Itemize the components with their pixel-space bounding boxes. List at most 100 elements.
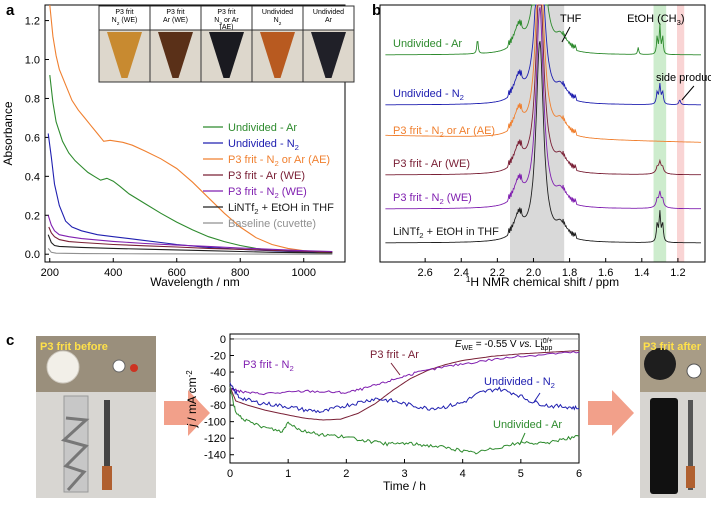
x-tick-label: 1.8 <box>562 267 577 279</box>
annotation-etoh: EtOH (CH3) <box>627 13 684 27</box>
photo-after: P3 frit after <box>640 336 706 498</box>
x-axis-label: Time / h <box>383 479 426 493</box>
y-tick-label: -120 <box>204 433 226 445</box>
annotation-side-product: side product <box>656 72 711 84</box>
vial-caption: (AE) <box>220 24 234 31</box>
vial-caption: N2 or Ar <box>214 17 239 27</box>
x-tick-label: 1 <box>285 468 291 480</box>
x-tick-label: 1.6 <box>598 267 613 279</box>
annotation-arrow <box>561 26 571 43</box>
y-tick-label: 0.0 <box>25 249 40 261</box>
y-tick-label: -140 <box>204 450 226 462</box>
series-line-4 <box>47 215 333 253</box>
y-tick-label: 0.2 <box>25 210 40 222</box>
shaded-region <box>653 5 667 262</box>
series-label: P3 frit - Ar <box>370 349 419 361</box>
y-tick-label: 1.0 <box>25 55 40 67</box>
legend-label: Undivided - Ar <box>228 122 297 134</box>
y-tick-label: 0 <box>220 334 226 346</box>
x-tick-label: 800 <box>231 267 249 279</box>
x-axis-label: Wavelength / nm <box>150 275 240 289</box>
y-tick-label: -80 <box>210 400 226 412</box>
y-axis-label: Absorbance <box>1 101 15 165</box>
trace-label: Undivided - Ar <box>393 38 462 50</box>
x-tick-label: 2 <box>343 468 349 480</box>
legend-label: P3 frit - Ar (WE) <box>228 170 305 182</box>
x-tick-label: 2.6 <box>417 267 432 279</box>
vial-caption-box <box>251 5 304 31</box>
y-tick-label: 0.4 <box>25 171 40 183</box>
vial-liquid <box>107 32 142 78</box>
series-line-2 <box>49 4 333 253</box>
shaded-region <box>677 5 685 262</box>
vial-liquid <box>260 32 295 78</box>
x-tick-label: 600 <box>168 267 186 279</box>
vial-caption-box <box>200 5 253 31</box>
x-tick-label: 200 <box>41 267 59 279</box>
y-tick-label: -20 <box>210 351 226 363</box>
x-tick-label: 1.2 <box>670 267 685 279</box>
trace-label: LiNTf2 + EtOH in THF <box>393 226 499 240</box>
vial-liquid <box>158 32 193 78</box>
arrow-right-icon <box>588 390 634 436</box>
trace-label: P3 frit - N2 or Ar (AE) <box>393 125 495 139</box>
vial-caption: Ar <box>325 17 333 24</box>
legend-label: P3 frit - N2 (WE) <box>228 186 307 200</box>
vial-caption: N2 (WE) <box>112 17 138 27</box>
arrow-right-icon <box>164 390 210 436</box>
nmr-trace-3 <box>385 4 701 176</box>
label-pointer <box>533 392 541 403</box>
panel-b: 2.6 2.4 2.2 2.0 1.8 1.6 1.4 1.2 1H NMR chemical … <box>379 4 711 289</box>
vial-liquid <box>209 32 244 78</box>
x-tick-label: 2.0 <box>526 267 541 279</box>
x-tick-label: 5 <box>518 468 524 480</box>
x-tick-label: 1000 <box>291 267 315 279</box>
legend-label: LiNTf2 + EtOH in THF <box>228 202 334 216</box>
y-tick-label: 1.2 <box>25 16 40 28</box>
y-axis-label: j / mA cm-2 <box>185 370 199 429</box>
label-pointer <box>519 432 526 445</box>
panel-c-letter: c <box>6 332 14 349</box>
y-tick-label: 0.8 <box>25 93 40 105</box>
series-line-2 <box>229 382 580 414</box>
series-label: P3 frit - N2 <box>243 359 294 373</box>
plot-frame <box>44 4 346 263</box>
vial-caption-box <box>302 5 355 31</box>
panel-a: 200 400 600 800 1000 0.0 0.2 0.4 0.6 0.8 1.0 1.2 Wav… <box>1 4 355 289</box>
y-tick-label: -40 <box>210 367 226 379</box>
x-tick-label: 3 <box>401 468 407 480</box>
series-line-6 <box>47 248 333 255</box>
panel-a-letter: a <box>6 2 15 19</box>
x-tick-label: 6 <box>576 468 582 480</box>
nmr-trace-5 <box>385 41 701 244</box>
vial-caption: N2 <box>274 17 282 27</box>
series-label: Undivided - N2 <box>484 376 555 390</box>
shaded-region <box>510 5 565 262</box>
vial-caption: P3 frit <box>115 9 133 16</box>
x-tick-label: 400 <box>104 267 122 279</box>
legend-label: P3 frit - N2 or Ar (AE) <box>228 154 330 168</box>
y-tick-label: 0.6 <box>25 132 40 144</box>
y-tick-label: -100 <box>204 417 226 429</box>
condition-label: EWE = -0.55 V vs. Li0/+ app <box>455 338 553 352</box>
panel-b-letter: b <box>372 2 381 19</box>
x-tick-label: 4 <box>460 468 466 480</box>
vial-liquid <box>311 32 346 78</box>
panel-c: 0 1 2 3 4 5 6 0 -20 -40 -60 -80 -100 -120 -140 Time / h… <box>185 333 582 493</box>
photo-before: P3 frit before <box>36 336 156 498</box>
legend-label: Undivided - N2 <box>228 138 299 152</box>
x-tick-label: 1.4 <box>634 267 649 279</box>
vial-caption: P3 frit <box>166 9 184 16</box>
nmr-trace-2 <box>385 4 701 143</box>
y-tick-label: -60 <box>210 384 226 396</box>
x-tick-label: 2.4 <box>454 267 469 279</box>
series-line-3 <box>229 386 580 455</box>
annotation-thf: THF <box>560 13 582 25</box>
x-tick-label: 0 <box>227 468 233 480</box>
trace-label: Undivided - N2 <box>393 88 464 102</box>
trace-label: P3 frit - Ar (WE) <box>393 158 470 170</box>
series-line-3 <box>48 226 333 253</box>
legend-label: Baseline (cuvette) <box>228 218 316 230</box>
series-line-5 <box>47 234 333 254</box>
series-line-1 <box>229 350 580 396</box>
